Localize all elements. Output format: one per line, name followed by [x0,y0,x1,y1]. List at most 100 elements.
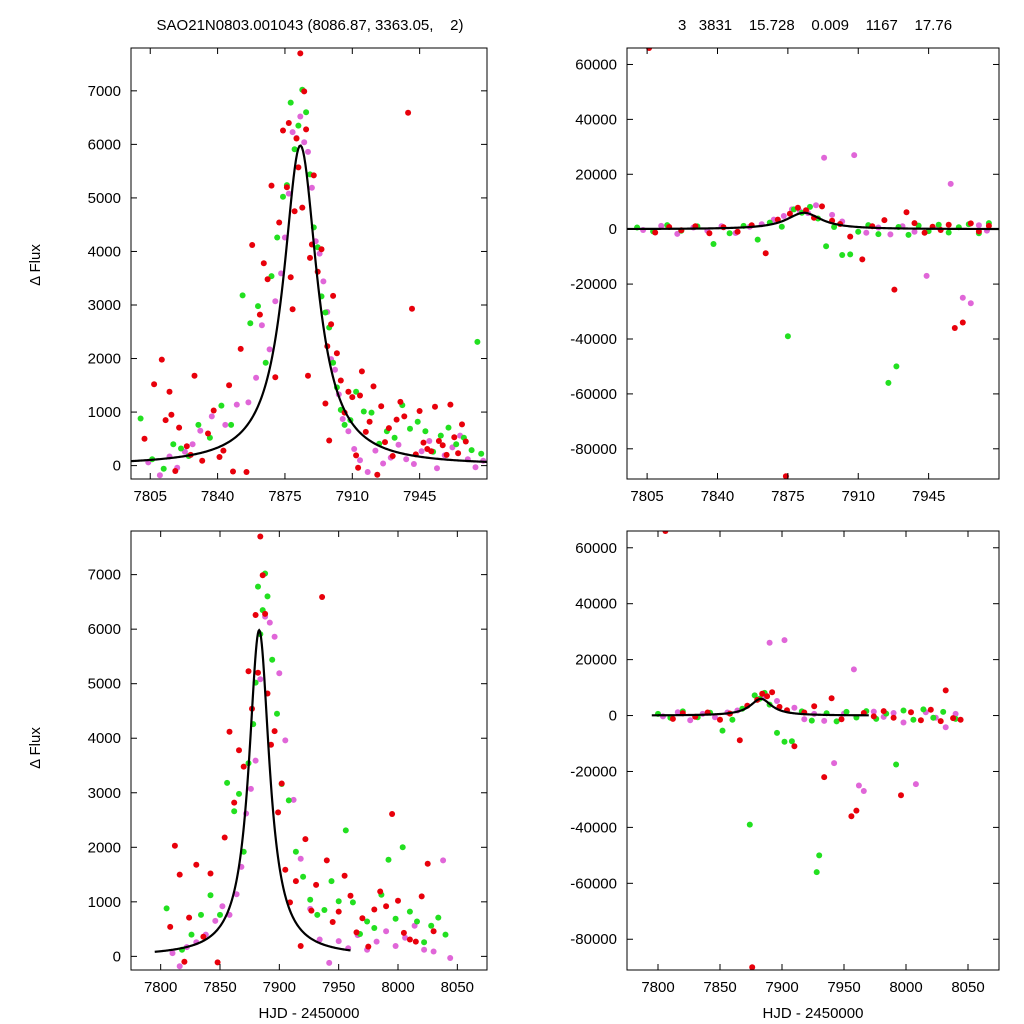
data-point [321,907,328,913]
x-tick-label: 7950 [827,979,860,996]
data-point [942,687,949,694]
data-point [214,959,221,966]
data-point [462,438,469,445]
data-point [349,394,356,401]
data-point [181,958,188,965]
data-point [905,231,912,238]
data-point [870,708,877,715]
data-point [890,714,897,721]
data-point [222,421,229,428]
data-point [260,260,267,267]
data-point [353,452,360,459]
data-point [243,469,250,475]
data-point [292,848,299,855]
data-point [319,594,326,600]
data-point [729,716,736,723]
data-point [264,276,271,283]
data-point [893,363,900,370]
data-point [226,382,233,389]
data-point [434,465,440,472]
data-point [245,668,252,675]
data-point [326,959,333,966]
data-point [908,709,914,716]
data-point [947,180,954,187]
data-point [360,408,367,415]
y-tick-label: 2000 [88,351,121,368]
data-point [863,229,870,236]
data-point [212,917,219,924]
data-point [717,716,723,723]
data-point [256,311,263,318]
data-point [416,408,423,414]
data-point [788,738,795,745]
data-point [255,303,261,310]
data-point [662,531,669,534]
data-point [221,834,228,841]
data-point [328,321,335,328]
data-point [762,250,769,257]
data-point [188,931,195,938]
data-point [900,719,907,726]
x-tick-label: 7850 [203,979,236,996]
data-point [364,918,371,925]
data-point [455,450,462,457]
data-point [295,122,302,129]
plot-area-top-left [131,50,487,479]
data-point [900,707,907,714]
data-point [285,120,292,126]
data-point [794,204,801,211]
data-point [176,871,183,878]
data-point [322,400,329,407]
data-point [853,807,860,814]
y-tick-label: -80000 [570,441,617,458]
data-point [176,963,183,970]
data-point [383,928,390,935]
y-tick-label: 3000 [88,297,121,314]
data-point [405,109,412,116]
y-tick-label: 5000 [88,190,121,207]
data-point [428,448,435,455]
data-point [333,350,340,357]
y-tick-label: 60000 [575,540,617,557]
data-point [264,593,271,600]
data-point [342,827,349,834]
left-title: SAO21N0803.001043 (8086.87, 3363.05, 2) [157,17,464,34]
data-point [811,703,818,710]
data-point [239,292,246,299]
x-tick-label: 7875 [268,488,301,505]
data-point [183,443,190,450]
data-point [326,437,333,444]
data-point [193,861,200,868]
data-point [821,154,828,161]
y-tick-label: 0 [609,708,617,725]
data-point [859,256,866,263]
data-point [357,392,363,399]
x-tick-label: 8000 [889,979,922,996]
data-point [289,129,296,136]
data-point [706,230,713,237]
y-tick-label: 0 [609,221,617,238]
data-point [911,228,918,235]
data-point [870,713,877,720]
data-point [442,931,449,938]
data-point [382,439,388,446]
data-point [389,453,396,459]
x-tick-label: 7900 [765,979,798,996]
plot-frame [130,530,488,971]
data-point [885,379,892,386]
y-tick-label: 20000 [575,166,617,183]
data-point [282,737,289,744]
data-point [320,278,327,285]
data-point [291,208,298,215]
data-point [881,217,888,224]
data-point [217,911,223,918]
data-point [407,425,413,432]
data-point [283,184,290,191]
data-point [912,781,919,788]
panel-top-right: 7805 7840 7875 7910 7945 -80000 -60000 -40000 -2… [570,47,1000,505]
data-point [751,692,758,699]
data-point [422,428,429,435]
data-point [839,252,846,258]
data-point [280,127,286,134]
data-point [766,639,773,646]
